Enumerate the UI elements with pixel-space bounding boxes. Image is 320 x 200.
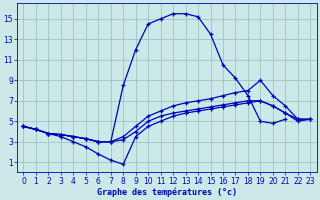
X-axis label: Graphe des températures (°c): Graphe des températures (°c) [97, 187, 237, 197]
